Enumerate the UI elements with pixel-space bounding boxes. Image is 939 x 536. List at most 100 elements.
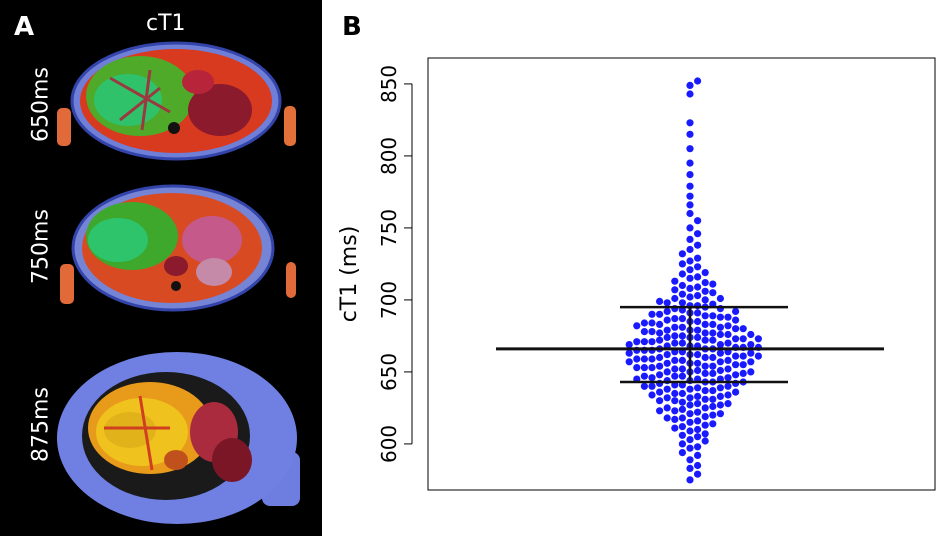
data-point [671, 407, 679, 415]
data-point [678, 315, 686, 323]
data-point [747, 349, 755, 357]
data-point [694, 326, 702, 334]
data-point [678, 270, 686, 278]
data-point [686, 192, 694, 200]
data-point [671, 339, 679, 347]
data-point [694, 433, 702, 441]
data-point [739, 325, 747, 333]
data-point [648, 319, 656, 327]
data-point [716, 341, 724, 349]
data-point [686, 436, 694, 444]
data-point [716, 410, 724, 418]
data-point [694, 241, 702, 249]
data-point [625, 341, 633, 349]
mri-scans [57, 41, 300, 524]
data-point [716, 294, 724, 303]
data-point [724, 330, 732, 339]
plot-frame [427, 57, 936, 491]
data-point [633, 322, 641, 330]
mri-scan-750 [60, 184, 296, 312]
data-point [678, 423, 686, 431]
data-point [694, 384, 702, 392]
data-point [663, 385, 671, 393]
data-point [701, 320, 709, 328]
data-point [648, 374, 656, 382]
data-point [686, 145, 694, 153]
data-point [732, 325, 740, 333]
data-point [656, 388, 664, 396]
data-point [686, 90, 694, 98]
data-point [686, 257, 694, 265]
data-point [678, 365, 686, 373]
data-point [694, 309, 702, 317]
data-point [648, 338, 656, 346]
data-point [686, 476, 694, 484]
data-point [694, 366, 702, 375]
data-point [663, 414, 671, 422]
panel-b-letter: B [342, 12, 362, 42]
y-tick-label: 700 [377, 281, 401, 319]
data-point [640, 355, 648, 363]
data-point [724, 391, 732, 399]
data-point [754, 352, 762, 360]
panel-b: B 600 650 700 750 800 850 cT1 (ms) [322, 0, 939, 536]
data-point [656, 320, 664, 328]
data-point [678, 299, 686, 307]
data-point [701, 404, 709, 412]
data-point [709, 420, 717, 428]
data-point [640, 372, 648, 380]
data-point [754, 335, 762, 343]
data-point [732, 371, 740, 379]
data-point [686, 284, 694, 292]
data-point [625, 349, 633, 357]
data-point [671, 294, 679, 303]
data-point [671, 356, 679, 364]
data-point [686, 418, 694, 426]
data-point [648, 364, 656, 372]
data-point [648, 310, 656, 318]
data-point [656, 329, 664, 337]
data-point [694, 392, 702, 400]
summary-lines [496, 305, 884, 384]
data-point [656, 371, 664, 379]
data-point [640, 364, 648, 372]
data-point [678, 332, 686, 340]
data-point [747, 368, 755, 376]
data-point [732, 307, 740, 315]
data-point [709, 312, 717, 320]
data-point [656, 397, 664, 405]
data-point [701, 369, 709, 377]
data-point [686, 444, 694, 452]
data-point [709, 362, 717, 370]
data-point [694, 230, 702, 238]
data-point [694, 417, 702, 425]
data-point [694, 254, 702, 262]
data-point [716, 313, 724, 321]
data-point [656, 310, 664, 318]
data-point [701, 279, 709, 287]
data-point [648, 391, 656, 399]
data-point [686, 235, 694, 243]
data-point [678, 431, 686, 439]
data-point [716, 349, 724, 357]
data-point [686, 410, 694, 418]
y-tick-label: 800 [377, 137, 401, 175]
data-point [686, 385, 694, 393]
data-point [694, 470, 702, 478]
data-point [671, 332, 679, 340]
data-point [701, 269, 709, 277]
data-point [678, 290, 686, 298]
data-point [678, 449, 686, 457]
data-point [701, 421, 709, 429]
data-point [640, 338, 648, 346]
data-point [663, 351, 671, 359]
data-point [678, 260, 686, 268]
data-point [671, 424, 679, 432]
y-tick-label: 850 [377, 65, 401, 103]
data-point [686, 245, 694, 254]
data-point [709, 387, 717, 395]
data-point [686, 274, 694, 282]
data-point [739, 335, 747, 343]
data-point [686, 456, 694, 464]
data-point [709, 411, 717, 419]
